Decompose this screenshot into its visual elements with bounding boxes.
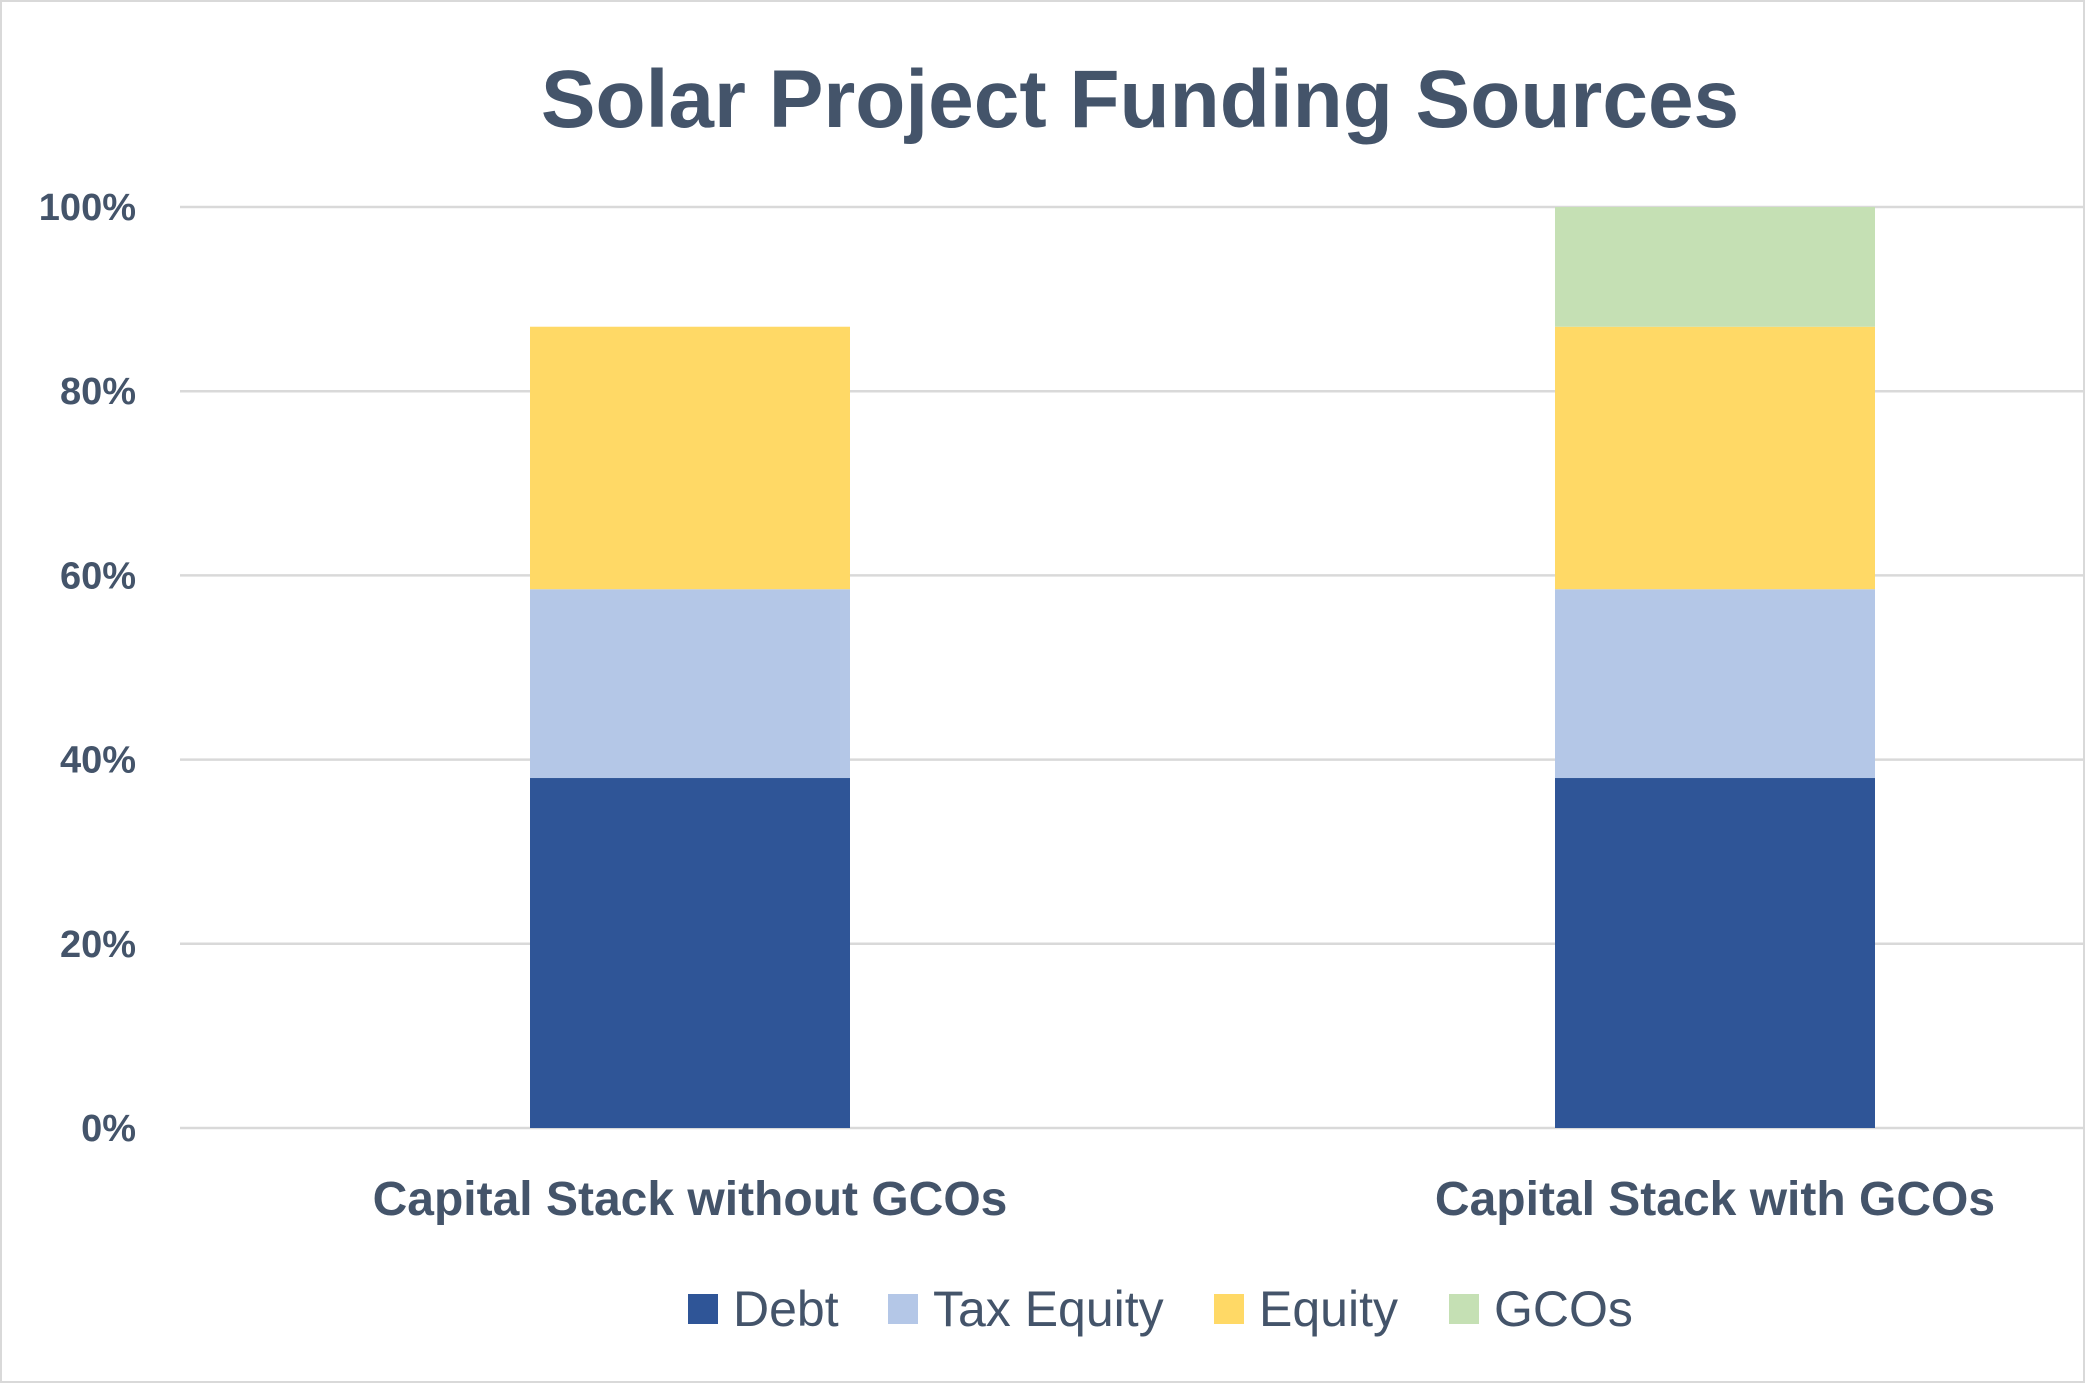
chart-title: Solar Project Funding Sources <box>541 54 1739 145</box>
bar-segment-equity <box>530 326 850 590</box>
y-tick-label: 0% <box>81 1108 136 1150</box>
legend: Debt Tax Equity Equity GCOs <box>688 1281 1633 1337</box>
legend-item: GCOs <box>1449 1281 1633 1337</box>
legend-label: Equity <box>1259 1281 1398 1337</box>
x-category-label: Capital Stack without GCOs <box>373 1173 1008 1226</box>
legend-label: Tax Equity <box>933 1281 1164 1337</box>
y-tick-label: 60% <box>60 555 136 597</box>
bar-segment-equity <box>1555 326 1875 590</box>
legend-label: GCOs <box>1494 1281 1633 1337</box>
legend-swatch <box>688 1294 718 1324</box>
bar-segment-debt <box>1555 778 1875 1128</box>
x-category-label: Capital Stack with GCOs <box>1435 1173 1995 1226</box>
legend-swatch <box>1449 1294 1479 1324</box>
legend-item: Debt <box>688 1281 839 1337</box>
bar-segments <box>530 207 1875 1128</box>
bar-segment-tax-equity <box>530 589 850 779</box>
legend-item: Equity <box>1214 1281 1398 1337</box>
y-tick-label: 80% <box>60 371 136 413</box>
y-axis-tick-labels: 0% 20% 40% 60% 80% 100% <box>39 187 136 1150</box>
legend-item: Tax Equity <box>888 1281 1164 1337</box>
bar-segment-gcos <box>1555 207 1875 327</box>
y-tick-label: 20% <box>60 924 136 966</box>
bar-segment-debt <box>530 778 850 1128</box>
y-tick-label: 100% <box>39 187 136 229</box>
legend-swatch <box>888 1294 918 1324</box>
x-axis-category-labels: Capital Stack without GCOs Capital Stack … <box>373 1173 1995 1226</box>
legend-label: Debt <box>733 1281 839 1337</box>
y-tick-label: 40% <box>60 740 136 782</box>
legend-swatch <box>1214 1294 1244 1324</box>
bar-segment-tax-equity <box>1555 589 1875 779</box>
